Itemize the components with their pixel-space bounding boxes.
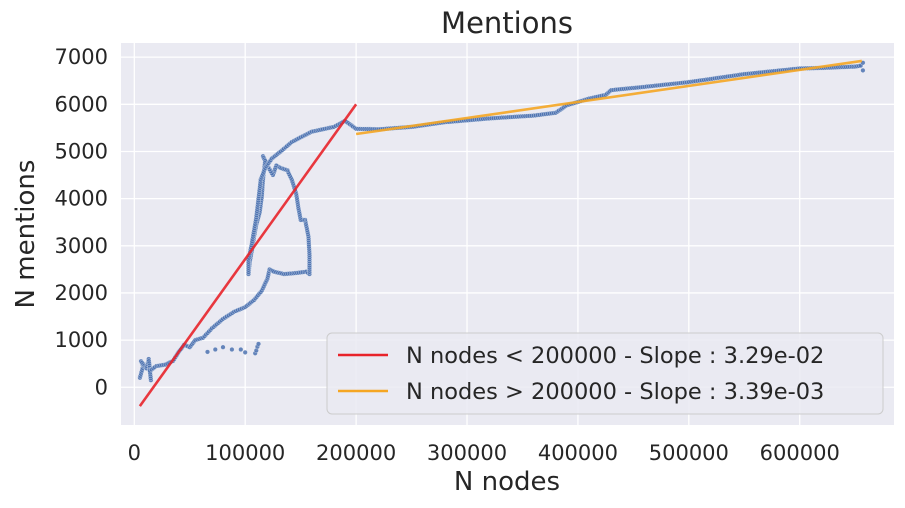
legend: N nodes < 200000 - Slope : 3.29e-02 N no… (326, 332, 884, 415)
y-tick-label: 6000 (55, 92, 108, 116)
y-tick-label: 5000 (55, 139, 108, 163)
x-tick-label: 300000 (427, 441, 507, 465)
y-axis-label: N mentions (11, 160, 41, 309)
fit-line-low (138, 103, 358, 407)
scatter-point (860, 67, 866, 73)
x-tick-label: 400000 (538, 441, 618, 465)
y-tick-label: 7000 (55, 45, 108, 69)
y-tick-label: 0 (95, 375, 108, 399)
scatter-point (238, 346, 244, 353)
scatter-point (204, 349, 211, 355)
scatter-point (212, 346, 218, 353)
legend-label-fit-high: N nodes > 200000 - Slope : 3.39e-03 (406, 379, 824, 405)
legend-label-fit-low: N nodes < 200000 - Slope : 3.29e-02 (406, 343, 824, 369)
x-tick-label: 500000 (649, 441, 729, 465)
scatter-point (220, 344, 226, 350)
scatter-point (229, 346, 235, 353)
fit-lines (138, 59, 863, 407)
x-tick-label: 0 (128, 441, 141, 465)
fit-line-high (355, 59, 863, 136)
y-tick-label: 1000 (55, 328, 108, 352)
y-tick-label: 2000 (55, 281, 108, 305)
scatter-point (242, 349, 248, 355)
chart-title: Mentions (441, 6, 573, 40)
x-tick-label: 200000 (316, 441, 396, 465)
y-tick-label: 3000 (55, 234, 108, 258)
tick-labels: 0 100000 200000 300000 400000 500000 600000 0 10… (55, 45, 840, 465)
legend-box (326, 332, 884, 415)
x-tick-label: 600000 (760, 441, 840, 465)
scatter-point (255, 341, 262, 347)
x-axis-label: N nodes (454, 467, 560, 497)
y-tick-label: 4000 (55, 187, 108, 211)
x-tick-label: 100000 (205, 441, 285, 465)
